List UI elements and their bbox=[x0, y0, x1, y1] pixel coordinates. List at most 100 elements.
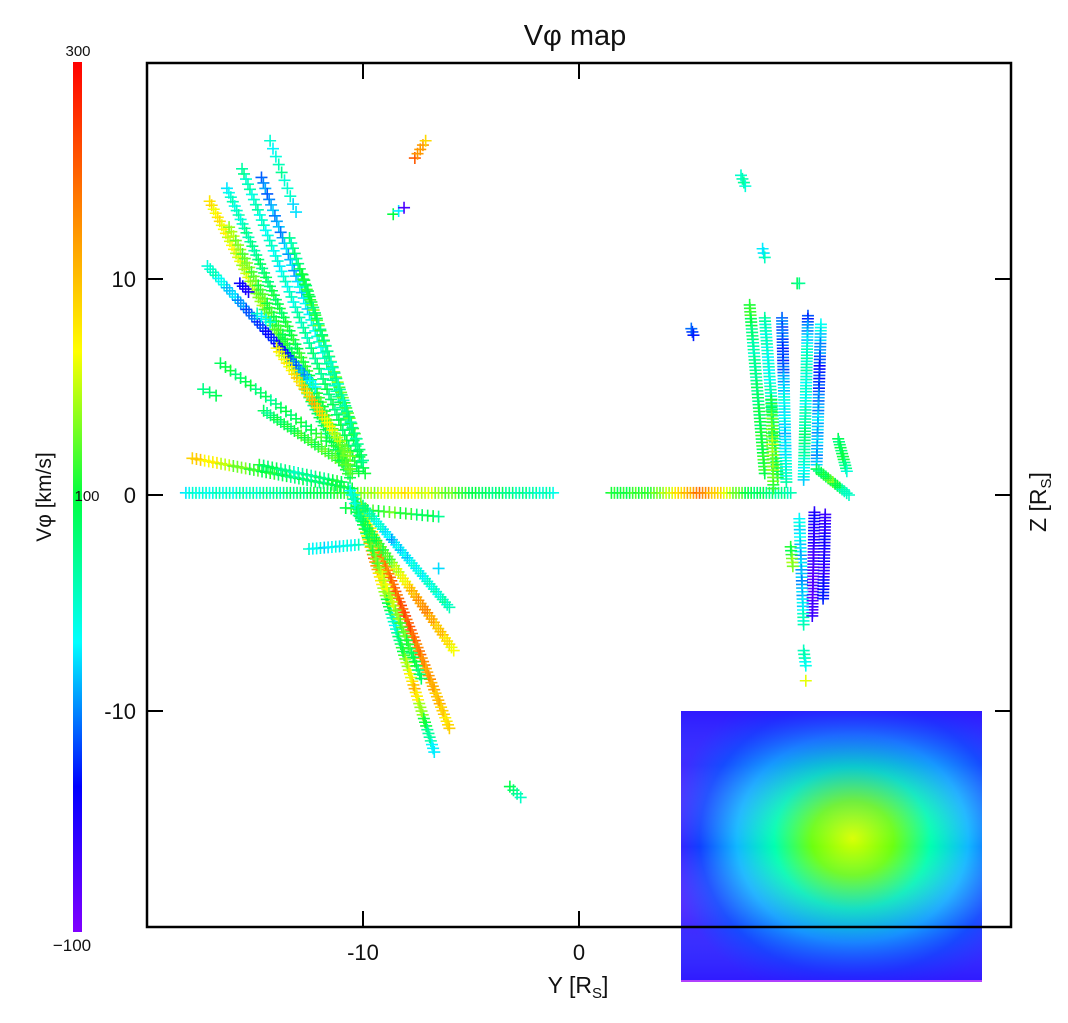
data-point-marker bbox=[797, 473, 810, 486]
data-point-marker bbox=[396, 572, 409, 585]
data-point-marker bbox=[547, 486, 560, 499]
x-axis-label-end: ] bbox=[602, 972, 608, 998]
data-point-marker bbox=[758, 251, 771, 264]
data-point-marker bbox=[257, 176, 270, 189]
data-point-marker bbox=[419, 134, 432, 147]
data-point-marker bbox=[401, 578, 414, 591]
data-point-marker bbox=[441, 598, 454, 611]
chart-title: Vφ map bbox=[524, 20, 627, 52]
y-axis-label-end: ] bbox=[1025, 472, 1051, 478]
data-point-marker bbox=[212, 272, 225, 285]
data-point-marker bbox=[784, 486, 797, 499]
data-point-marker bbox=[328, 403, 341, 416]
y-axis-label: Z [RS] bbox=[1025, 472, 1055, 532]
data-point-marker bbox=[268, 209, 281, 222]
data-point-marker bbox=[428, 746, 441, 759]
data-point-marker bbox=[273, 260, 286, 273]
data-point-marker bbox=[385, 556, 398, 569]
colorbar-mid-label: 100 bbox=[74, 488, 99, 505]
data-point-marker bbox=[797, 618, 810, 631]
data-point-marker bbox=[259, 182, 272, 195]
data-point-marker bbox=[298, 274, 311, 287]
data-point-marker bbox=[255, 171, 268, 184]
data-point-marker bbox=[303, 337, 316, 350]
data-point-marker bbox=[323, 350, 336, 363]
data-point-marker bbox=[209, 269, 222, 282]
data-point-marker bbox=[270, 215, 283, 228]
data-point-marker bbox=[348, 427, 361, 440]
data-point-marker bbox=[441, 635, 454, 648]
data-point-marker bbox=[284, 253, 297, 266]
data-point-marker bbox=[303, 290, 316, 303]
data-point-marker bbox=[806, 609, 819, 622]
y-tick-label: -10 bbox=[104, 699, 136, 724]
data-point-marker bbox=[357, 515, 370, 528]
data-point-marker bbox=[288, 264, 301, 277]
data-point-marker bbox=[421, 606, 434, 619]
colorbar-min-label: −100 bbox=[53, 936, 91, 955]
data-point-marker bbox=[277, 270, 290, 283]
data-point-marker bbox=[414, 597, 427, 610]
data-point-marker bbox=[379, 547, 392, 560]
data-point-marker bbox=[438, 631, 451, 644]
data-point-marker bbox=[285, 290, 298, 303]
data-point-marker bbox=[269, 249, 282, 262]
data-point-marker bbox=[843, 489, 855, 501]
data-point-marker bbox=[324, 356, 337, 369]
data-point-marker bbox=[321, 345, 334, 358]
data-point-marker bbox=[204, 263, 217, 276]
data-point-marker bbox=[289, 301, 302, 314]
data-point-marker bbox=[300, 279, 313, 292]
data-point-marker bbox=[267, 334, 280, 347]
data-point-marker bbox=[261, 187, 274, 200]
data-point-marker bbox=[337, 394, 350, 407]
data-point-marker bbox=[786, 560, 799, 573]
data-point-marker bbox=[265, 331, 278, 344]
data-point-marker bbox=[394, 569, 407, 582]
data-point-marker bbox=[295, 286, 308, 299]
data-point-marker bbox=[685, 322, 698, 335]
data-point-marker bbox=[392, 565, 405, 578]
data-point-marker bbox=[241, 178, 254, 191]
data-point-marker bbox=[353, 443, 366, 456]
data-point-marker bbox=[264, 134, 277, 147]
data-point-marker bbox=[405, 584, 418, 597]
data-point-marker bbox=[388, 559, 401, 572]
data-point-marker bbox=[259, 325, 272, 338]
data-point-marker bbox=[317, 334, 330, 347]
data-point-marker bbox=[245, 188, 258, 201]
data-point-marker bbox=[383, 553, 396, 566]
data-point-marker bbox=[432, 562, 445, 575]
data-point-marker bbox=[447, 644, 460, 657]
x-axis-label: Y [RS] bbox=[548, 972, 609, 1002]
data-point-marker bbox=[342, 410, 355, 423]
data-point-marker bbox=[239, 173, 252, 186]
data-point-marker bbox=[310, 312, 323, 325]
data-point-marker bbox=[416, 600, 429, 613]
data-point-marker bbox=[281, 182, 294, 195]
axis-ticks: -10 0 10 0 -10 bbox=[104, 63, 1011, 965]
data-point-marker bbox=[357, 454, 369, 467]
data-point-marker bbox=[335, 476, 348, 489]
data-point-marker bbox=[381, 550, 394, 563]
data-point-marker bbox=[430, 619, 443, 632]
data-point-marker bbox=[262, 328, 275, 341]
data-point-marker bbox=[301, 371, 314, 384]
data-point-marker bbox=[259, 224, 272, 237]
data-point-marker bbox=[377, 543, 390, 556]
data-point-marker bbox=[263, 193, 276, 206]
data-point-marker bbox=[308, 306, 321, 319]
data-point-marker bbox=[305, 342, 318, 355]
data-point-marker bbox=[283, 285, 296, 298]
data-point-marker bbox=[403, 581, 416, 594]
data-point-marker bbox=[398, 201, 411, 214]
data-point-marker bbox=[335, 388, 348, 401]
data-point-marker bbox=[840, 465, 853, 478]
data-point-marker bbox=[281, 280, 294, 293]
data-point-marker bbox=[301, 331, 314, 344]
data-point-marker bbox=[215, 275, 228, 288]
x-axis-label-main: Y [R bbox=[548, 972, 592, 998]
data-point-marker bbox=[333, 383, 346, 396]
data-point-marker bbox=[423, 609, 436, 622]
